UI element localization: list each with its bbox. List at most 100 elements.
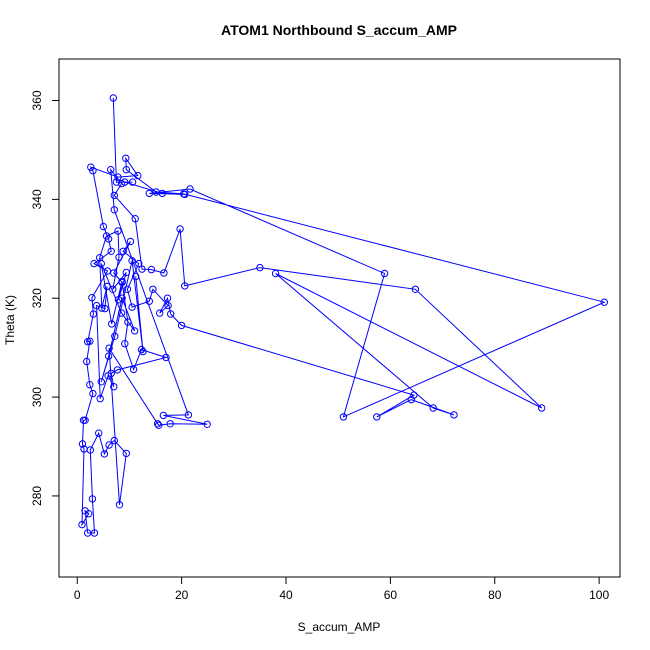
data-point (117, 309, 126, 317)
data-point (138, 265, 146, 273)
y-tick-label: 280 (30, 486, 44, 506)
data-point (122, 154, 130, 163)
data-point (110, 436, 119, 445)
x-axis: 0 20 40 60 80 100 (74, 576, 609, 602)
data-point (97, 259, 106, 268)
data-point (410, 391, 418, 399)
data-point (153, 420, 162, 428)
data-point (109, 285, 117, 293)
data-point (108, 320, 116, 328)
data-point (89, 167, 97, 175)
data-point (121, 340, 129, 348)
x-tick-label: 20 (175, 588, 189, 602)
data-point (99, 222, 108, 231)
data-point (163, 294, 172, 302)
x-tick-label: 0 (74, 588, 81, 602)
data-point (115, 501, 124, 509)
data-point (98, 304, 106, 312)
data-point (78, 520, 86, 529)
data-point (118, 277, 126, 286)
data-point (145, 297, 154, 305)
data-point (113, 366, 122, 374)
data-point (132, 272, 140, 281)
data-point (380, 269, 389, 278)
data-point (131, 215, 139, 223)
data-point (126, 237, 135, 246)
data-point (112, 178, 121, 186)
data-point (88, 294, 96, 302)
data-point (166, 420, 174, 428)
data-point (123, 285, 132, 293)
plot-frame (58, 58, 621, 578)
data-point (114, 296, 123, 304)
data-point (95, 429, 103, 437)
data-point (110, 191, 119, 200)
data-point (100, 450, 109, 458)
data-point (101, 304, 109, 313)
data-point (110, 383, 118, 391)
data-point (159, 411, 168, 420)
data-point (79, 416, 88, 424)
data-point (373, 413, 381, 421)
data-point (118, 294, 126, 302)
data-point (107, 166, 115, 174)
data-point (86, 381, 94, 389)
data-point (117, 179, 126, 188)
y-tick-label: 300 (30, 387, 44, 407)
data-point (90, 259, 98, 268)
data-point (180, 190, 188, 198)
x-axis-label: S_accum_AMP (298, 620, 381, 634)
data-point (145, 189, 154, 198)
data-point (78, 440, 87, 448)
data-point (155, 421, 163, 429)
data-point (156, 309, 164, 317)
data-point (119, 247, 127, 256)
x-tick-label: 60 (384, 588, 398, 602)
data-point (152, 188, 160, 196)
data-point (164, 301, 172, 310)
data-point (135, 259, 143, 268)
data-point (89, 389, 97, 398)
plot-area (78, 94, 608, 537)
x-tick-label: 100 (589, 588, 609, 602)
data-point (105, 344, 113, 352)
data-point (147, 265, 156, 274)
data-point (102, 232, 111, 240)
data-point (600, 298, 608, 306)
data-point (203, 420, 211, 428)
data-point (81, 507, 89, 515)
data-point (162, 353, 170, 362)
data-point (181, 282, 189, 290)
data-point (134, 171, 142, 180)
data-point (139, 347, 147, 356)
data-point (88, 495, 97, 503)
series-line (81, 97, 606, 534)
data-point (184, 411, 193, 419)
data-point (129, 365, 138, 374)
data-point (89, 310, 98, 318)
data-point (86, 337, 94, 345)
x-tick-label: 40 (279, 588, 293, 602)
data-point (131, 327, 139, 335)
data-point (128, 303, 136, 311)
data-point (271, 269, 280, 278)
data-point (86, 446, 95, 454)
data-point (115, 253, 123, 261)
data-point (110, 206, 119, 214)
data-point (411, 285, 420, 293)
data-point (128, 257, 136, 265)
data-point (176, 225, 184, 233)
data-point (90, 529, 99, 537)
data-point (122, 449, 131, 458)
data-point (429, 404, 437, 412)
chart-title: ATOM1 Northbound S_accum_AMP (221, 22, 457, 38)
data-point (167, 310, 175, 318)
y-axis-label: Theta (K) (3, 295, 17, 345)
data-point (114, 173, 122, 181)
data-point (177, 321, 186, 330)
data-point (149, 285, 157, 293)
data-point (137, 345, 146, 354)
data-point (104, 352, 113, 360)
data-point (105, 441, 113, 449)
